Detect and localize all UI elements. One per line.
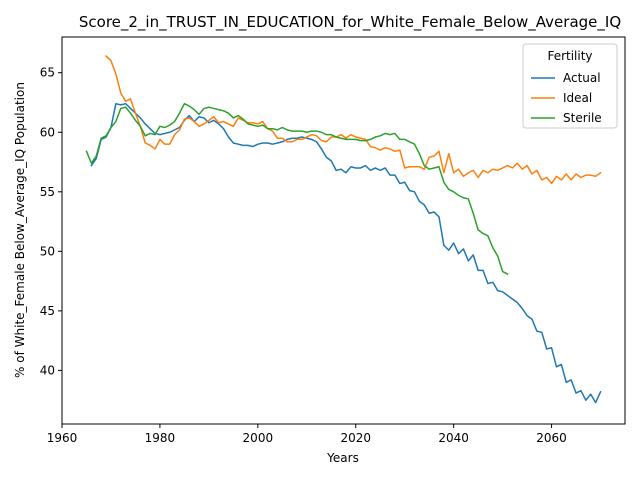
chart-title: Score_2_in_TRUST_IN_EDUCATION_for_White_… xyxy=(79,13,621,32)
legend-label-ideal: Ideal xyxy=(563,91,592,105)
y-axis-label: % of White_Female Below_Average_IQ Popul… xyxy=(13,82,27,378)
legend: Fertility Actual Ideal Sterile xyxy=(522,43,618,129)
x-tick-label: 2040 xyxy=(438,431,469,445)
y-tick-label: 40 xyxy=(40,363,55,377)
x-tick-label: 2060 xyxy=(536,431,567,445)
series-line-ideal xyxy=(104,54,602,185)
x-tick-label: 2020 xyxy=(340,431,371,445)
series-line-sterile xyxy=(85,102,509,275)
x-tick-label: 2000 xyxy=(243,431,274,445)
x-axis: 1960 1980 2000 2020 2040 2060 xyxy=(47,424,567,445)
y-tick-label: 55 xyxy=(40,185,55,199)
y-axis: 40 45 50 55 60 65 xyxy=(40,66,62,377)
y-tick-label: 50 xyxy=(40,244,55,258)
series-line-actual xyxy=(90,102,602,404)
x-tick-label: 1960 xyxy=(47,431,78,445)
y-tick-label: 65 xyxy=(40,66,55,80)
x-axis-label: Years xyxy=(326,451,359,465)
plot-area xyxy=(85,54,602,404)
y-tick-label: 45 xyxy=(40,304,55,318)
x-tick-label: 1980 xyxy=(145,431,176,445)
y-tick-label: 60 xyxy=(40,125,55,139)
legend-box xyxy=(522,43,618,129)
plot-frame xyxy=(61,36,626,425)
legend-label-sterile: Sterile xyxy=(563,111,602,125)
legend-title: Fertility xyxy=(547,49,592,63)
legend-label-actual: Actual xyxy=(563,71,601,85)
